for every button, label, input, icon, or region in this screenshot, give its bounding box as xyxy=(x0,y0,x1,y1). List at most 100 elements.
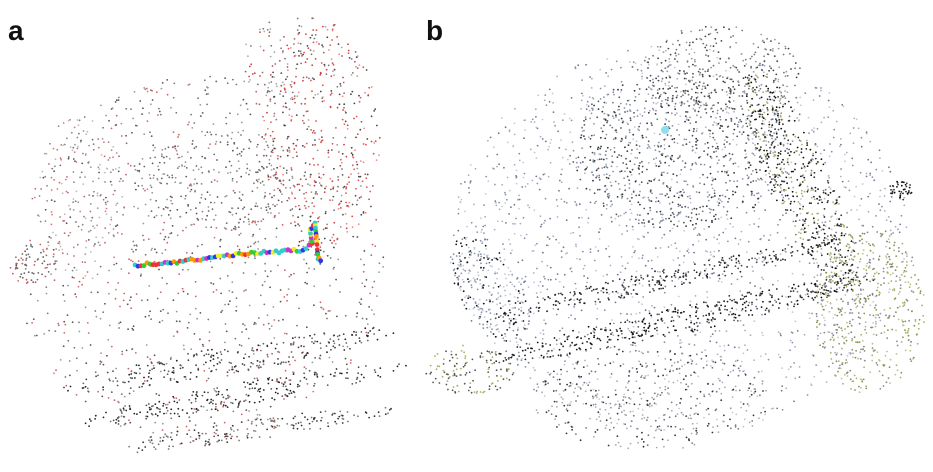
point xyxy=(846,212,848,214)
point xyxy=(307,205,310,208)
point xyxy=(631,168,634,171)
point xyxy=(758,257,761,259)
point xyxy=(711,219,713,222)
point xyxy=(262,27,265,30)
point xyxy=(593,202,596,205)
point xyxy=(311,64,314,67)
point xyxy=(106,200,109,203)
point xyxy=(632,325,635,328)
point xyxy=(69,208,72,211)
point xyxy=(668,202,671,205)
point xyxy=(575,243,577,246)
point xyxy=(632,414,635,417)
point xyxy=(544,322,547,325)
point xyxy=(609,264,612,267)
point xyxy=(519,338,521,340)
point xyxy=(820,87,822,89)
point xyxy=(330,75,333,77)
point xyxy=(798,202,801,205)
point xyxy=(243,364,246,366)
point xyxy=(105,114,107,117)
point xyxy=(470,320,473,322)
point xyxy=(647,212,649,215)
point xyxy=(558,337,561,340)
point xyxy=(613,404,616,406)
point xyxy=(501,220,504,223)
point xyxy=(503,248,506,251)
point xyxy=(711,179,714,182)
point xyxy=(263,83,266,86)
point xyxy=(374,108,377,111)
point xyxy=(584,118,587,121)
point xyxy=(74,160,76,163)
point xyxy=(686,118,688,121)
point xyxy=(651,218,654,220)
point xyxy=(294,101,296,104)
point xyxy=(175,149,178,152)
point xyxy=(676,335,679,337)
point xyxy=(247,337,250,340)
point xyxy=(810,169,813,172)
point xyxy=(234,225,237,228)
point xyxy=(256,205,259,208)
point xyxy=(357,223,360,226)
point xyxy=(198,435,201,437)
point xyxy=(745,251,748,254)
point xyxy=(132,325,135,328)
point xyxy=(194,397,197,400)
point xyxy=(120,135,123,137)
point xyxy=(663,306,666,309)
point xyxy=(321,375,324,378)
point xyxy=(332,195,335,198)
point xyxy=(153,446,156,448)
point xyxy=(677,277,680,280)
point xyxy=(108,156,111,159)
point xyxy=(220,202,223,204)
point xyxy=(855,294,858,296)
point xyxy=(201,130,203,133)
point xyxy=(220,311,223,313)
point xyxy=(780,389,783,392)
point xyxy=(681,194,683,197)
point xyxy=(201,343,204,346)
point xyxy=(520,310,523,312)
point xyxy=(626,262,629,265)
point xyxy=(661,237,663,239)
point xyxy=(511,249,513,252)
point xyxy=(238,402,240,405)
point xyxy=(366,334,368,337)
point xyxy=(600,158,603,161)
point xyxy=(606,204,608,206)
point xyxy=(648,199,651,202)
point xyxy=(323,191,326,194)
point xyxy=(388,408,391,411)
point xyxy=(251,73,254,75)
point xyxy=(186,327,189,329)
point xyxy=(290,168,293,171)
point xyxy=(266,166,268,168)
point xyxy=(635,270,638,273)
point xyxy=(291,177,294,180)
point xyxy=(636,83,639,86)
point xyxy=(830,265,832,268)
point xyxy=(823,116,825,119)
point xyxy=(321,96,324,98)
point xyxy=(616,165,618,168)
point xyxy=(869,174,871,177)
point xyxy=(207,391,209,394)
point xyxy=(637,128,639,131)
point xyxy=(636,214,639,216)
point xyxy=(625,163,628,166)
point xyxy=(231,368,234,371)
point xyxy=(653,144,656,147)
point xyxy=(42,256,45,258)
point xyxy=(231,281,234,283)
point xyxy=(342,81,345,84)
point xyxy=(861,183,864,185)
point xyxy=(691,208,694,211)
point xyxy=(275,171,278,174)
point xyxy=(242,129,245,132)
point xyxy=(648,310,651,312)
point xyxy=(213,201,216,204)
point xyxy=(34,260,36,263)
